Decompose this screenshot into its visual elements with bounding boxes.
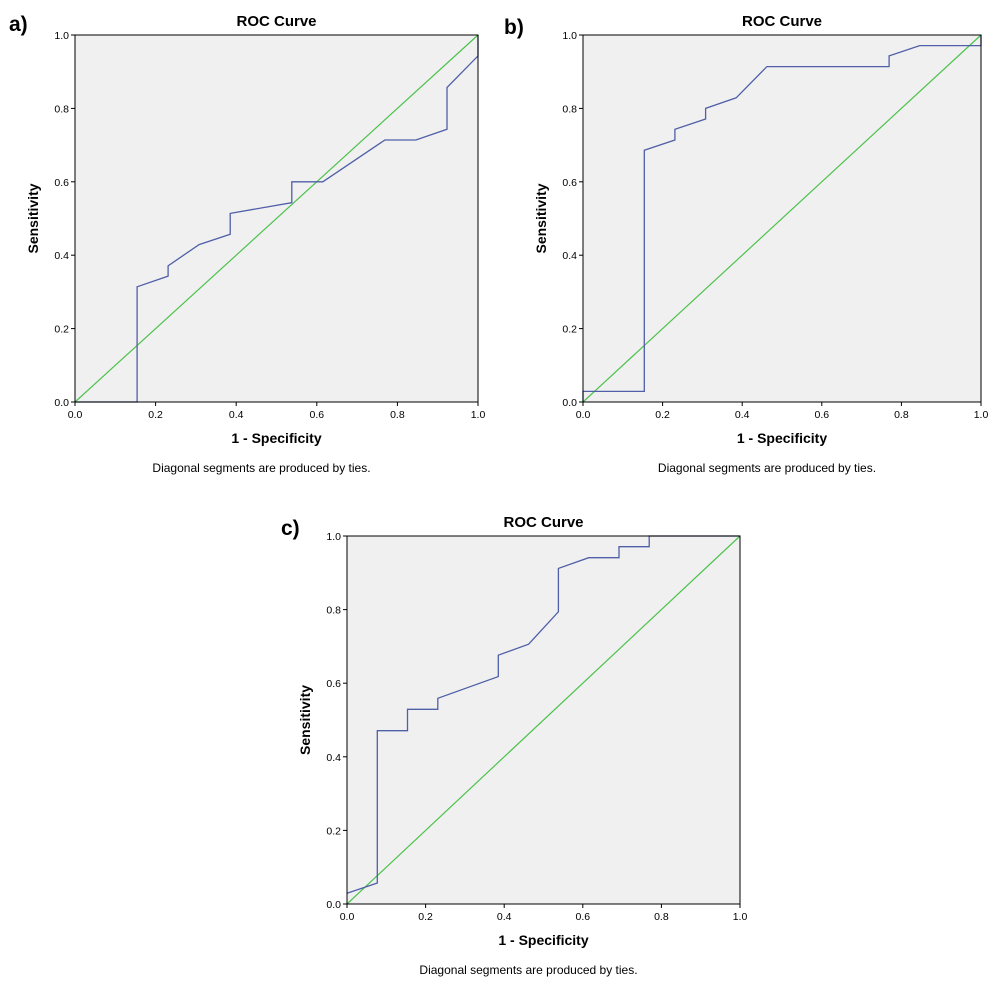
plot-frame	[74, 34, 479, 403]
y-tick-label: 1.0	[326, 531, 341, 543]
roc-curve-line	[582, 35, 982, 402]
x-axis-label: 1 - Specificity	[231, 430, 321, 446]
y-tick-label: 0.0	[562, 397, 577, 409]
roc-curve-line	[346, 535, 740, 894]
roc-chart-b: 0.0 0.2 0.4 0.6 0.8 1.0 0.0 0.2 0.4 0.6 0.8 1.0 ROC …	[533, 13, 989, 475]
x-tick-label: 0.4	[497, 911, 512, 923]
x-tick-label: 0.6	[575, 911, 590, 923]
panel-label-a: a)	[9, 13, 28, 36]
roc-curve-line	[75, 35, 479, 403]
y-tick-label: 1.0	[54, 30, 69, 42]
x-tick-label: 0.6	[309, 409, 324, 421]
y-tick-label: 0.4	[54, 250, 69, 262]
reference-line	[346, 535, 741, 905]
panel-label-b: b)	[504, 16, 524, 39]
x-axis-label: 1 - Specificity	[737, 430, 827, 446]
roc-panel-c: c) 0.0 0.2 0.4 0.6 0.8 1.0 0.0 0.2 0.4 0.6 0.8 1.0 R…	[272, 498, 772, 988]
footnote: Diagonal segments are produced by ties.	[419, 963, 637, 977]
x-tick-label: 1.0	[733, 911, 748, 923]
footnote: Diagonal segments are produced by ties.	[152, 461, 370, 475]
y-tick-label: 0.8	[562, 103, 577, 115]
y-tick-label: 0.6	[562, 177, 577, 189]
y-tick-label: 0.2	[562, 324, 577, 336]
roc-panel-b: b) 0.0 0.2 0.4 0.6 0.8 1.0 0.0 0.2 0.4 0.6 0.8 1.0 R…	[500, 0, 1000, 490]
x-tick-label: 0.8	[390, 409, 405, 421]
roc-chart-c: 0.0 0.2 0.4 0.6 0.8 1.0 0.0 0.2 0.4 0.6 0.8 1.0 ROC …	[297, 514, 748, 977]
x-tick-label: 0.4	[229, 409, 244, 421]
y-tick-label: 0.0	[326, 899, 341, 911]
plot-frame	[346, 535, 741, 905]
y-tick-label: 0.6	[326, 678, 341, 690]
chart-title: ROC Curve	[503, 514, 583, 531]
panel-label-c: c)	[281, 517, 300, 540]
x-tick-label: 1.0	[974, 409, 989, 421]
plot-frame	[582, 34, 982, 403]
footnote: Diagonal segments are produced by ties.	[658, 461, 876, 475]
y-tick-label: 1.0	[562, 30, 577, 42]
chart-title: ROC Curve	[236, 13, 316, 30]
y-tick-label: 0.8	[54, 103, 69, 115]
y-axis-label: Sensitivity	[25, 183, 41, 253]
y-tick-label: 0.4	[326, 752, 341, 764]
x-tick-label: 0.0	[576, 409, 591, 421]
x-tick-label: 0.4	[735, 409, 750, 421]
roc-chart-a: 0.0 0.2 0.4 0.6 0.8 1.0 0.0 0.2 0.4 0.6 0.8 1.0 ROC …	[25, 13, 486, 475]
y-tick-label: 0.0	[54, 397, 69, 409]
x-tick-label: 0.2	[148, 409, 163, 421]
y-axis-label: Sensitivity	[297, 685, 313, 755]
y-tick-label: 0.8	[326, 605, 341, 617]
x-tick-label: 1.0	[471, 409, 486, 421]
chart-title: ROC Curve	[742, 13, 822, 30]
y-tick-label: 0.2	[54, 324, 69, 336]
x-tick-label: 0.0	[340, 911, 355, 923]
y-tick-label: 0.2	[326, 825, 341, 837]
reference-line	[74, 34, 479, 403]
x-tick-label: 0.8	[894, 409, 909, 421]
roc-panel-a: a) 0.0 0.2 0.4 0.6 0.8 1.0 0.0 0.2 0.4 0.6 0.8 1.0 R…	[0, 0, 500, 490]
y-tick-label: 0.4	[562, 250, 577, 262]
x-axis-label: 1 - Specificity	[498, 932, 588, 948]
y-tick-label: 0.6	[54, 177, 69, 189]
reference-line	[582, 34, 982, 403]
x-tick-label: 0.6	[814, 409, 829, 421]
x-tick-label: 0.2	[418, 911, 433, 923]
x-tick-label: 0.2	[655, 409, 670, 421]
x-tick-label: 0.0	[68, 409, 83, 421]
x-tick-label: 0.8	[654, 911, 669, 923]
y-axis-label: Sensitivity	[533, 183, 549, 253]
